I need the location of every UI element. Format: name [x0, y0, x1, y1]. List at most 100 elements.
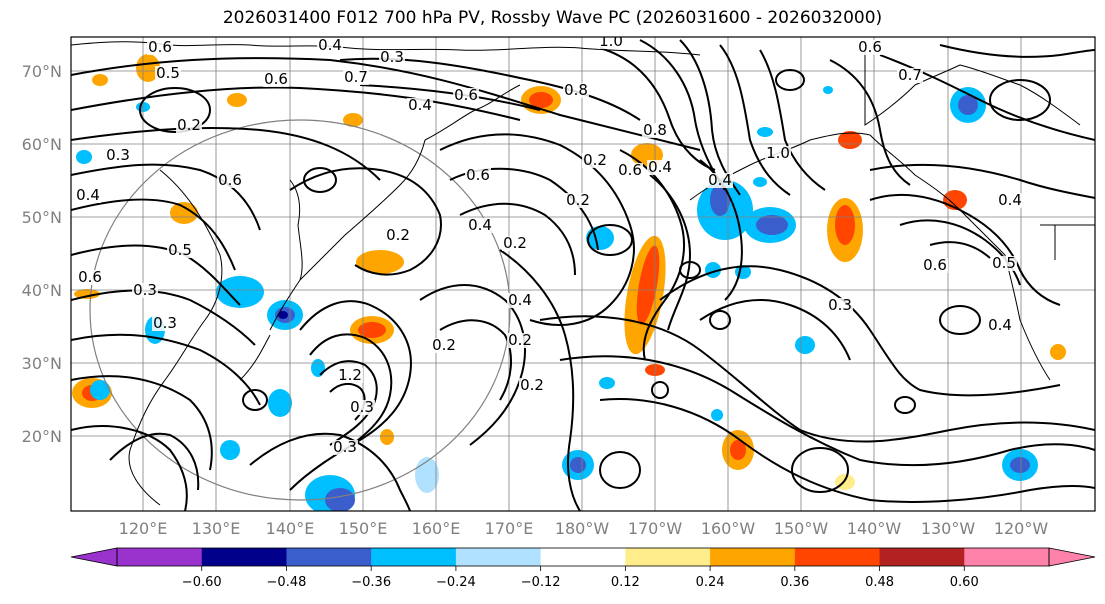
contour-label-bg	[407, 98, 433, 113]
contour-label-bg	[565, 193, 591, 208]
contour-label-bg	[617, 163, 643, 178]
colorbar-cell	[201, 548, 287, 566]
contour-label-bg	[642, 123, 668, 138]
reference-circle	[89, 119, 511, 501]
contour-label: 0.6	[618, 161, 642, 179]
contour-label-bg	[467, 218, 493, 233]
longitude-label: 160°E	[412, 519, 461, 538]
colorbar-cell	[455, 548, 542, 566]
contour-label-bg	[991, 256, 1017, 271]
longitude-label: 120°E	[119, 519, 168, 538]
colorbar-cell	[117, 548, 203, 566]
longitude-label: 170°W	[628, 519, 683, 538]
longitude-label: 170°E	[485, 519, 534, 538]
colorbar-cell	[625, 548, 711, 566]
latitude-label: 40°N	[22, 281, 62, 300]
map-title: 2026031400 F012 700 hPa PV, Rossby Wave …	[222, 8, 883, 28]
longitude-labels: 120°E 130°E 140°E 150°E 160°E 170°E 180°W 170°W…	[119, 519, 1049, 538]
contour-label-bg	[707, 173, 733, 188]
contour-label-bg	[507, 293, 533, 308]
contour-label: 0.6	[454, 86, 478, 104]
contour-label-bg	[827, 298, 853, 313]
colorbar-cell	[964, 548, 1050, 566]
colorbar-outline	[116, 547, 1050, 567]
contour-label: 0.5	[156, 64, 180, 82]
longitude-label: 130°E	[192, 519, 241, 538]
contour-label-bg	[502, 236, 528, 251]
contour-label: 0.4	[408, 96, 432, 114]
contour-label: 0.5	[168, 241, 192, 259]
contour-label: 0.2	[566, 191, 590, 209]
contour-label: 0.4	[508, 291, 532, 309]
contour-label: 1.0	[766, 144, 790, 162]
contour-label: 0.6	[858, 38, 882, 56]
contour-label-bg	[176, 118, 202, 133]
contour-label: 0.4	[318, 36, 342, 54]
contour-label: 0.8	[643, 121, 667, 139]
contour-label: 0.3	[106, 146, 130, 164]
contour-label-bg	[337, 368, 363, 383]
contour-label: 0.3	[333, 438, 357, 456]
colorbar-cell	[879, 548, 965, 566]
contour-label-bg	[582, 153, 608, 168]
contour-label: 0.2	[508, 331, 532, 349]
contour-label: 0.7	[344, 68, 368, 86]
contour-label-bg	[431, 338, 457, 353]
contour-label: 0.2	[177, 116, 201, 134]
contour-label-bg	[892, 37, 918, 38]
contour-label: 0.4	[468, 216, 492, 234]
contour-label-bg	[453, 88, 479, 103]
contour-label-bg	[519, 378, 545, 393]
contour-label: 1.0	[599, 32, 623, 50]
contour-label-bg	[997, 193, 1023, 208]
latitude-label: 30°N	[22, 354, 62, 373]
colorbar-tick-label: −0.36	[351, 575, 391, 590]
latitude-label: 60°N	[22, 135, 62, 154]
contour-label: 0.6	[218, 171, 242, 189]
longitude-label: 150°W	[774, 519, 829, 538]
contour-label-bg	[343, 70, 369, 85]
contour-label-bg	[507, 333, 533, 348]
latitude-label: 70°N	[22, 62, 62, 81]
contour-label-bg	[647, 160, 673, 175]
colorbar-tick-label: 0.60	[950, 575, 979, 590]
colorbar-tick-label: −0.48	[267, 575, 307, 590]
contour-label-bg	[263, 72, 289, 87]
colorbar: −0.60 −0.48 −0.36 −0.24 −0.12 0.12 0.24 0.36 0.4…	[70, 547, 1096, 590]
contour-label-bg	[152, 316, 178, 331]
colorbar-tick-label: −0.60	[182, 575, 222, 590]
colorbar-tick-label: 0.48	[865, 575, 894, 590]
contour-label-bg	[332, 440, 358, 455]
colorbar-low-arrow	[70, 547, 118, 567]
latitude-label: 20°N	[22, 427, 62, 446]
colorbar-tick-label: 0.36	[780, 575, 809, 590]
pv-shading	[72, 54, 1066, 511]
contour-label-bg	[379, 50, 405, 65]
map-frame	[70, 36, 1096, 512]
contour-label: 0.2	[432, 336, 456, 354]
contour-label: 0.4	[998, 191, 1022, 209]
longitude-label: 180°W	[555, 519, 610, 538]
contour-label-bg	[317, 38, 343, 53]
contour-label: 0.3	[153, 314, 177, 332]
contour-label-bg	[75, 188, 101, 203]
contour-label: 0.5	[992, 254, 1016, 272]
colorbar-tick-label: 0.24	[696, 575, 725, 590]
pv-contour-loops	[139, 69, 1051, 493]
contour-label-bg	[217, 173, 243, 188]
contour-label: 0.4	[988, 316, 1012, 334]
latitude-label: 50°N	[22, 208, 62, 227]
contour-label: 0.2	[386, 226, 410, 244]
contour-label: 0.2	[520, 376, 544, 394]
contour-label-bg	[563, 83, 589, 98]
longitude-label: 120°W	[994, 519, 1049, 538]
contour-label: 0.4	[76, 186, 100, 204]
colorbar-high-arrow	[1048, 547, 1096, 567]
contour-label-bg	[765, 146, 791, 161]
contour-label: 0.3	[133, 281, 157, 299]
contour-label-bg	[897, 68, 923, 83]
map-layers: 0.60.50.40.30.6 0.70.61.00.80.80.40.60.70…	[71, 32, 1095, 511]
contour-label-bg	[105, 148, 131, 163]
contour-label: 0.4	[708, 171, 732, 189]
